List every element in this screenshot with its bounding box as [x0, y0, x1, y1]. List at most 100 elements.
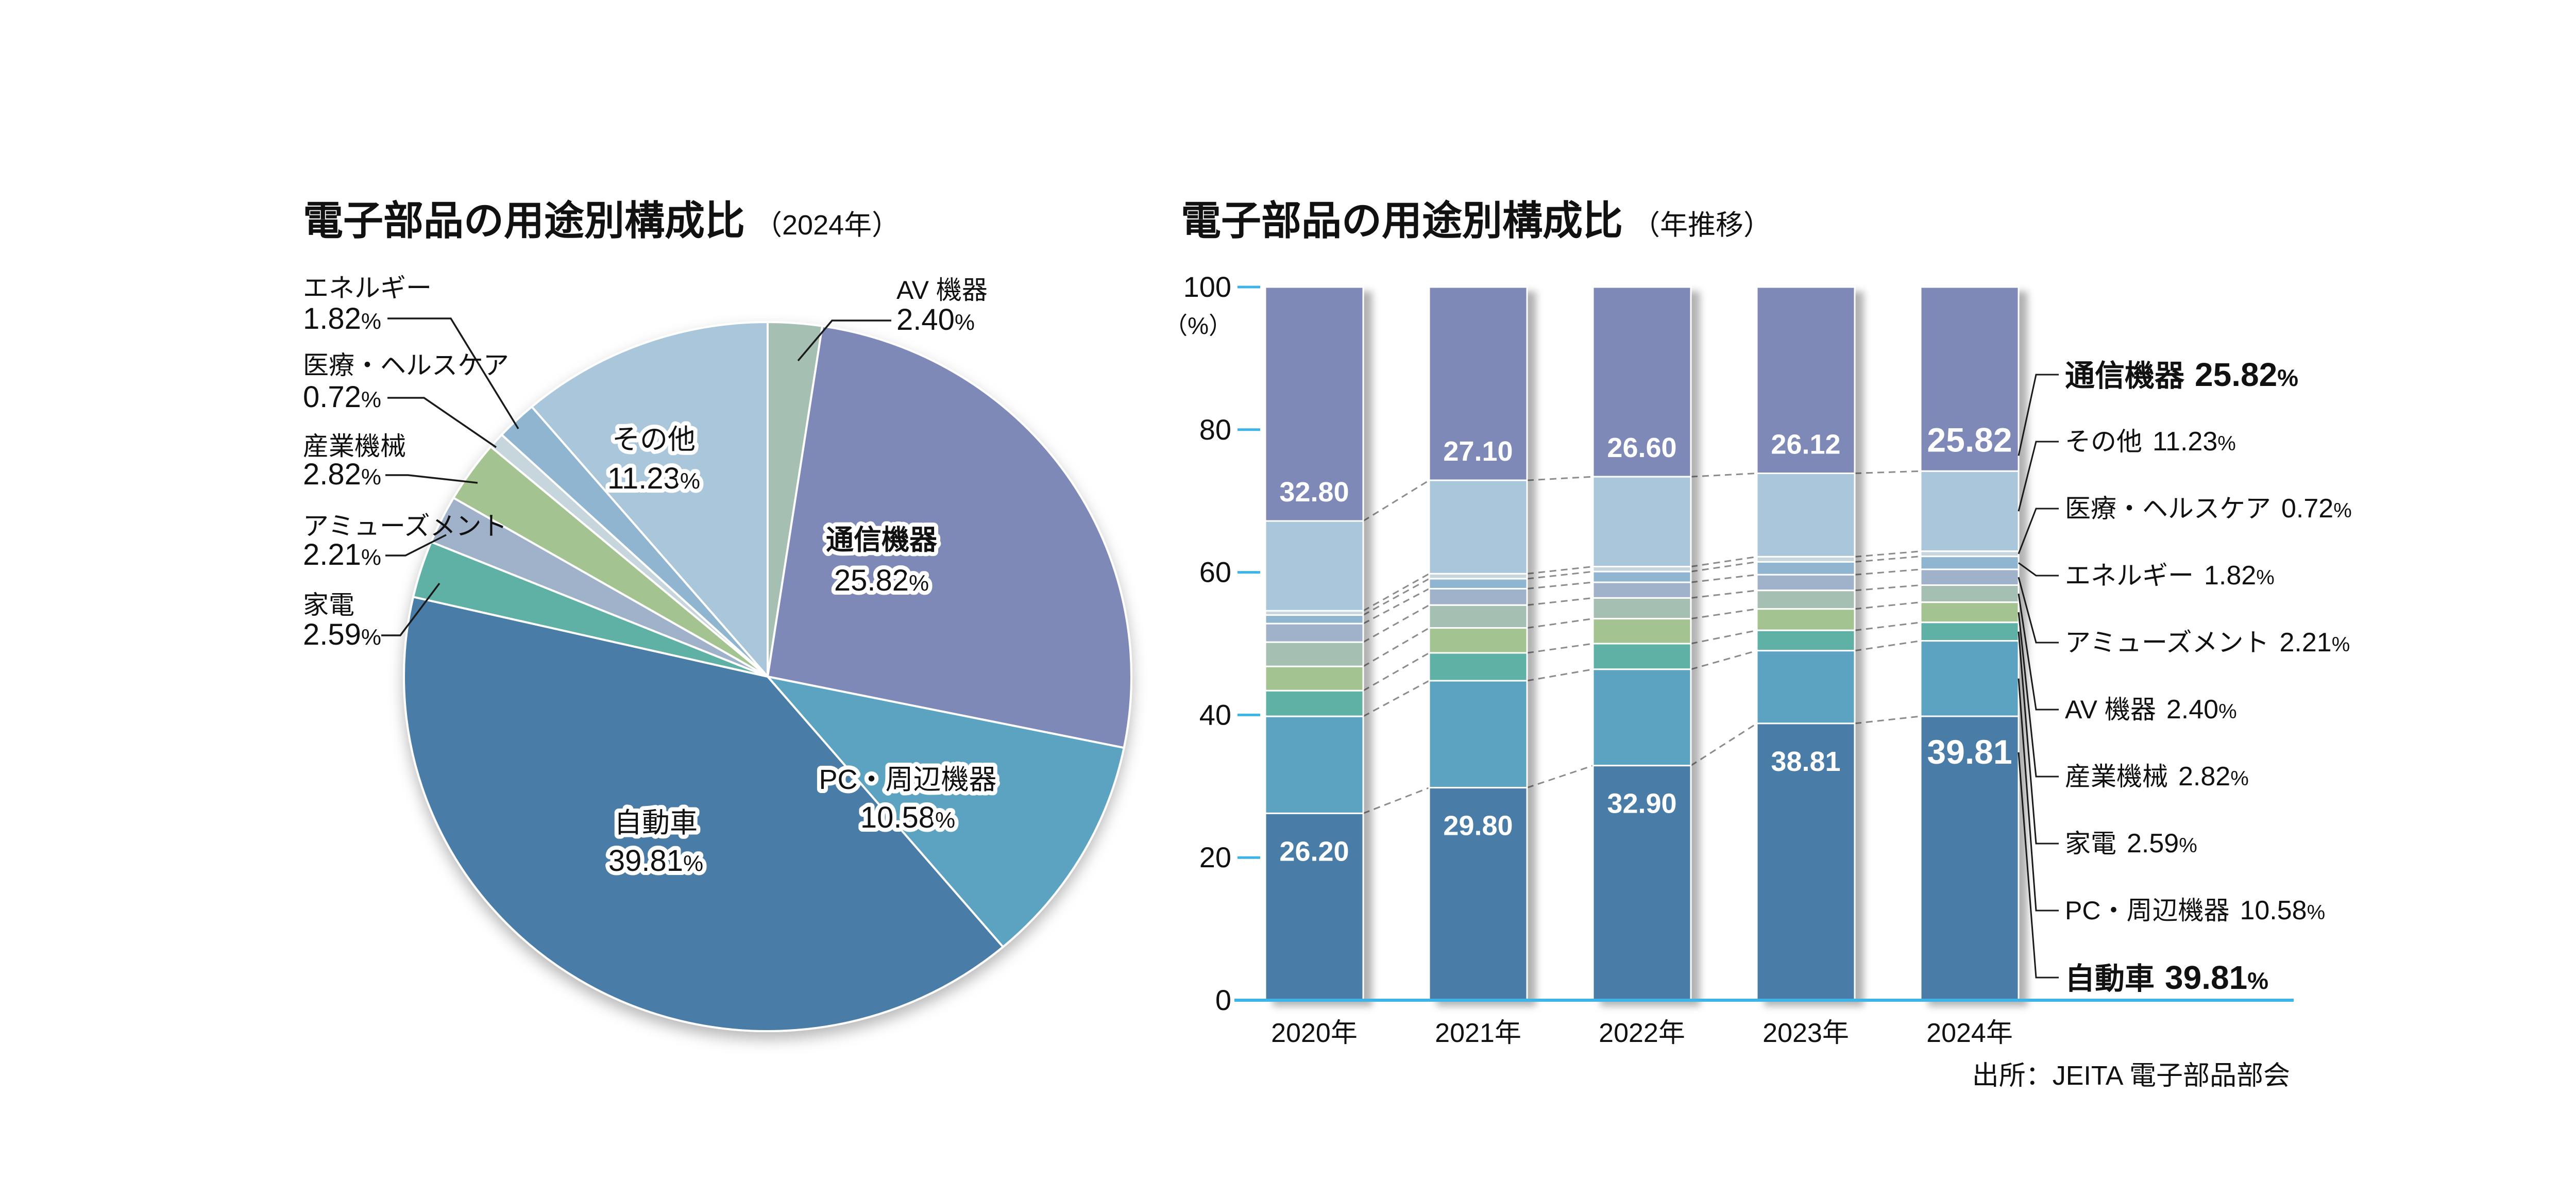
- legend-leader-その他: [2018, 441, 2059, 512]
- y-tick-label-60: 60: [1199, 556, 1231, 588]
- legend-name-その他: その他: [2065, 427, 2142, 456]
- pie-label-av-value: 2.40%: [896, 303, 975, 336]
- bar-value-labels: 32.80 27.10 26.60 26.12 25.82 26.20 29.80 32.90…: [1279, 420, 2012, 867]
- bar-segment-その他-2021年: [1428, 479, 1528, 575]
- legend-value-その他: 11.23: [2153, 427, 2217, 457]
- legend-percent-AV 機器: %: [2218, 700, 2237, 723]
- connector-産業機械-2021年: [1527, 643, 1594, 654]
- bar-segment-通信機器-2024年: [1920, 286, 2020, 472]
- connector-アミューズメント-2023年: [1854, 584, 1921, 592]
- pie-label-automotive-name: 自動車: [614, 807, 698, 838]
- connector-家電-2023年: [1854, 640, 1921, 652]
- pie-slice-PC・周辺機器: [767, 676, 1125, 948]
- connector-PC・周辺機器-2021年: [1527, 765, 1594, 789]
- legend-leader-通信機器: [2018, 374, 2059, 456]
- legend-item-エネルギー: エネルギー 1.82%: [2065, 561, 2275, 591]
- connector-その他-2020年: [1363, 573, 1430, 612]
- legend-percent-エネルギー: %: [2256, 566, 2275, 589]
- legend-name-通信機器: 通信機器: [2065, 359, 2185, 393]
- bar-segment-その他-2022年: [1592, 476, 1692, 567]
- y-tick-label-0: 0: [1215, 984, 1231, 1016]
- legend-leader-アミューズメント: [2018, 577, 2059, 644]
- connector-AV 機器-2023年: [1854, 601, 1921, 610]
- legend-item-通信機器: 通信機器 25.82%: [2065, 356, 2298, 393]
- connector-エネルギー-2023年: [1854, 568, 1921, 576]
- connector-医療・ヘルスケア-2020年: [1363, 578, 1430, 616]
- bar-segment-自動車-2020年: [1264, 812, 1364, 1001]
- legend-percent-通信機器: %: [2277, 364, 2298, 391]
- pie-label-telecom-value: 25.82%: [834, 564, 929, 597]
- connector-AV 機器-2020年: [1363, 627, 1430, 667]
- bar-segment-アミューズメント-2020年: [1264, 622, 1364, 643]
- x-axis-label-2023年: 2023年: [1762, 1018, 1849, 1048]
- pie-label-medical-value: 0.72%: [303, 380, 381, 414]
- bar-segment-通信機器-2021年: [1428, 286, 1528, 481]
- legend: 通信機器 25.82% その他 11.23% 医療・ヘルスケア 0.72% エネルギー 1.8…: [2018, 356, 2352, 996]
- pie-label-appliance-value: 2.59%: [303, 618, 381, 651]
- pie-label-pc-value: 10.58%: [860, 801, 955, 834]
- bar-segment-自動車-2023年: [1756, 722, 1856, 1001]
- legend-name-医療・ヘルスケア: 医療・ヘルスケア: [2065, 494, 2271, 523]
- pie-outside-labels: エネルギー 1.82% 医療・ヘルスケア 0.72% 産業機械 2.82% アミ…: [303, 274, 988, 651]
- source-note: 出所：JEITA 電子部品部会: [1972, 1061, 2290, 1091]
- bar-2021年: [1428, 286, 1528, 1001]
- y-tick-label-100: 100: [1183, 271, 1231, 303]
- pie-slices: [403, 321, 1132, 1032]
- legend-value-医療・ヘルスケア: 0.72: [2281, 494, 2333, 524]
- bar-segment-自動車-2021年: [1428, 787, 1528, 1001]
- bar-segment-産業機械-2022年: [1592, 618, 1692, 645]
- bar-segment-AV 機器-2022年: [1592, 597, 1692, 620]
- bar-segment-エネルギー-2021年: [1428, 578, 1528, 590]
- connector-産業機械-2020年: [1363, 652, 1430, 692]
- bar-value-自動車-2022年: 32.90: [1607, 788, 1676, 819]
- pie-leader-lines: [381, 317, 891, 636]
- connector-PC・周辺機器-2023年: [1854, 715, 1921, 725]
- bar-2024年: [1920, 286, 2020, 1001]
- pie-label-industrial-value: 2.82%: [303, 458, 381, 491]
- pie-label-others-value: 11.23%: [607, 462, 700, 495]
- pie-label-automotive-value: 39.81%: [608, 844, 703, 878]
- connector-医療・ヘルスケア-2023年: [1854, 556, 1921, 563]
- connector-アミューズメント-2022年: [1690, 590, 1757, 599]
- connector-AV 機器-2022年: [1690, 608, 1757, 620]
- legend-leader-自動車: [2018, 752, 2059, 979]
- connector-家電-2020年: [1363, 680, 1430, 717]
- legend-value-自動車: 39.81: [2165, 959, 2247, 996]
- legend-percent-産業機械: %: [2230, 767, 2249, 790]
- bar-segment-PC・周辺機器-2023年: [1756, 650, 1856, 725]
- y-axis: 100 80 60 40 20 0: [1183, 271, 1260, 1016]
- bar-value-通信機器-2021年: 27.10: [1443, 436, 1513, 467]
- connector-アミューズメント-2020年: [1363, 604, 1430, 643]
- connector-その他-2023年: [1854, 550, 1921, 558]
- legend-value-AV 機器: 2.40: [2166, 695, 2218, 725]
- bar-chart-title-note: （年推移）: [1632, 210, 1771, 241]
- legend-name-AV 機器: AV 機器: [2065, 695, 2156, 724]
- pie-inside-labels: その他 11.23% 通信機器 25.82% PC・周辺機器 10.58% 自動…: [603, 420, 1001, 882]
- legend-item-産業機械: 産業機械 2.82%: [2065, 762, 2249, 792]
- bar-segment-AV 機器-2020年: [1264, 641, 1364, 667]
- legend-percent-その他: %: [2217, 432, 2236, 455]
- connector-アミューズメント-2021年: [1527, 597, 1594, 606]
- connector-医療・ヘルスケア-2021年: [1527, 570, 1594, 580]
- connector-PC・周辺機器-2020年: [1363, 787, 1430, 814]
- pie-chart-title-note: （2024年）: [754, 210, 900, 241]
- bar-segment-アミューズメント-2021年: [1428, 587, 1528, 606]
- legend-name-自動車: 自動車: [2065, 962, 2155, 996]
- bar-value-通信機器-2020年: 32.80: [1279, 477, 1349, 508]
- bar-segment-通信機器-2020年: [1264, 286, 1364, 522]
- connector-産業機械-2023年: [1854, 621, 1921, 631]
- bar-value-自動車-2020年: 26.20: [1279, 836, 1349, 867]
- bar-value-自動車-2023年: 38.81: [1771, 746, 1840, 777]
- legend-percent-アミューズメント: %: [2332, 633, 2350, 656]
- bar-2020年: [1264, 286, 1364, 1001]
- bar-value-通信機器-2022年: 26.60: [1607, 432, 1676, 463]
- legend-item-アミューズメント: アミューズメント 2.21%: [2065, 628, 2350, 658]
- legend-leader-PC・周辺機器: [2018, 678, 2059, 912]
- bar-segment-その他-2020年: [1264, 520, 1364, 612]
- y-tick-label-40: 40: [1199, 698, 1231, 731]
- legend-leader-家電: [2018, 631, 2059, 845]
- bar-2023年: [1756, 286, 1856, 1001]
- bar-segment-AV 機器-2023年: [1756, 590, 1856, 610]
- connector-通信機器-2022年: [1690, 473, 1757, 478]
